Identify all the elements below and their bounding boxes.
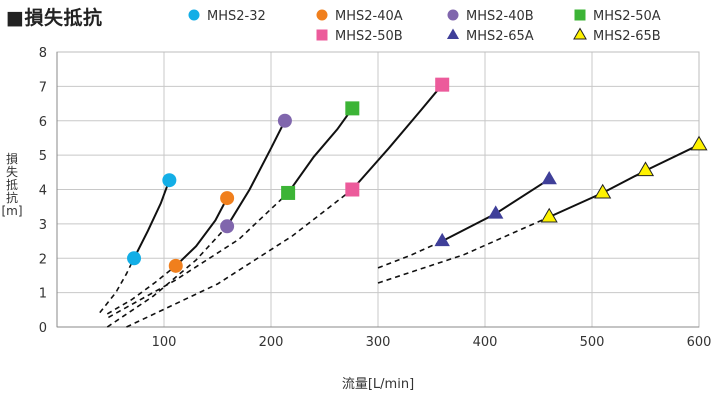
series-line-mhs2-50b bbox=[351, 84, 443, 191]
data-point-mhs2-50b bbox=[345, 182, 360, 197]
x-tick-label: 400 bbox=[473, 335, 498, 350]
y-tick-label: 3 bbox=[39, 218, 47, 233]
legend-label-mhs2-50a: MHS2-50A bbox=[593, 9, 661, 24]
data-point-mhs2-40b bbox=[277, 113, 292, 128]
y-tick-label: 6 bbox=[39, 115, 47, 130]
y-tick-label: 8 bbox=[39, 46, 47, 61]
y-tick-label: 1 bbox=[39, 287, 47, 302]
data-point-mhs2-50a bbox=[345, 101, 360, 116]
data-point-mhs2-32 bbox=[127, 251, 142, 266]
legend-label-mhs2-65a: MHS2-65A bbox=[466, 29, 534, 44]
data-point-mhs2-65b bbox=[540, 207, 558, 223]
legend-label-mhs2-40a: MHS2-40A bbox=[335, 9, 403, 24]
legend-label-mhs2-50b: MHS2-50B bbox=[335, 29, 403, 44]
chart-title: ■損失抵抗 bbox=[6, 7, 103, 29]
data-point-mhs2-65b bbox=[636, 161, 655, 177]
legend-marker-mhs2-50a bbox=[574, 9, 586, 21]
series-line-mhs2-40a bbox=[175, 197, 228, 267]
data-point-mhs2-40a bbox=[220, 191, 235, 206]
x-axis-title: 流量[L/min] bbox=[342, 377, 414, 392]
series-line-mhs2-50a bbox=[287, 107, 354, 194]
legend-label-mhs2-32: MHS2-32 bbox=[207, 9, 266, 24]
y-tick-label: 7 bbox=[39, 80, 47, 95]
legend-label-mhs2-40b: MHS2-40B bbox=[466, 9, 534, 24]
series-line-dashed-mhs2-65a bbox=[377, 240, 443, 269]
data-point-mhs2-32 bbox=[162, 173, 177, 188]
series-line-mhs2-65b bbox=[548, 143, 700, 218]
legend-marker-mhs2-65b bbox=[573, 27, 587, 40]
y-tick-label: 2 bbox=[39, 252, 47, 267]
y-axis-title: 損失抵抗[m] bbox=[1, 151, 22, 218]
legend-label-mhs2-65b: MHS2-65B bbox=[593, 29, 661, 44]
x-tick-label: 600 bbox=[687, 335, 711, 350]
y-tick-label: 0 bbox=[39, 321, 47, 336]
x-tick-label: 300 bbox=[366, 335, 391, 350]
data-point-mhs2-65a bbox=[541, 170, 557, 185]
series-line-mhs2-40b bbox=[226, 120, 286, 227]
data-point-mhs2-40b bbox=[220, 219, 235, 234]
data-point-mhs2-65b bbox=[594, 183, 612, 199]
y-tick-label: 4 bbox=[39, 184, 47, 199]
data-point-mhs2-50b bbox=[435, 77, 450, 92]
data-point-mhs2-65a bbox=[434, 232, 450, 247]
x-tick-label: 500 bbox=[580, 335, 605, 350]
x-tick-label: 200 bbox=[259, 335, 284, 350]
data-point-mhs2-65b bbox=[690, 135, 708, 151]
legend-marker-mhs2-65a bbox=[446, 28, 460, 39]
x-tick-label: 100 bbox=[152, 335, 177, 350]
legend-marker-mhs2-50b bbox=[316, 29, 328, 41]
series-line-dashed-mhs2-50b bbox=[126, 188, 353, 328]
series-line-dashed-mhs2-65b bbox=[377, 216, 550, 284]
data-point-mhs2-65a bbox=[488, 205, 504, 219]
series-line-dashed-mhs2-50a bbox=[108, 192, 289, 319]
legend-marker-mhs2-40a bbox=[316, 9, 328, 21]
series-line-mhs2-32 bbox=[133, 179, 171, 259]
data-point-mhs2-50a bbox=[281, 185, 296, 200]
data-point-mhs2-40a bbox=[168, 258, 183, 273]
legend-marker-mhs2-32 bbox=[188, 9, 200, 21]
series-line-dashed-mhs2-40b bbox=[106, 225, 228, 328]
y-tick-label: 5 bbox=[39, 149, 47, 164]
series-line-dashed-mhs2-32 bbox=[99, 257, 135, 314]
legend-marker-mhs2-40b bbox=[447, 9, 459, 21]
